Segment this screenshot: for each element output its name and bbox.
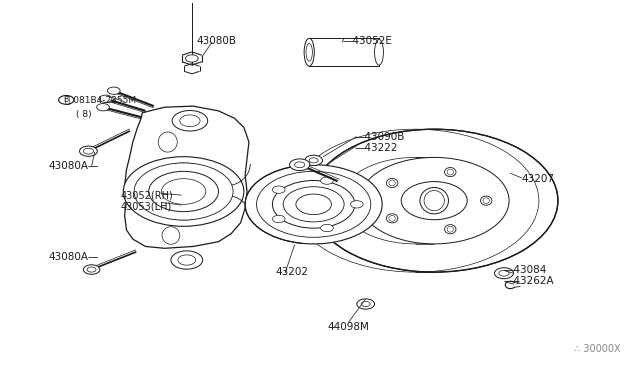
Circle shape: [361, 301, 370, 307]
Circle shape: [296, 194, 332, 215]
Circle shape: [178, 255, 196, 265]
Text: —43222: —43222: [355, 142, 398, 153]
Circle shape: [321, 224, 333, 232]
Text: —43262A: —43262A: [504, 276, 555, 286]
Circle shape: [87, 267, 96, 272]
Text: —43084: —43084: [504, 265, 547, 275]
Ellipse shape: [162, 227, 180, 244]
Text: ( 8): ( 8): [76, 110, 92, 119]
Text: 43080A—: 43080A—: [49, 253, 99, 263]
Circle shape: [180, 115, 200, 126]
Text: 43080A—: 43080A—: [49, 161, 99, 171]
Ellipse shape: [306, 44, 312, 61]
Circle shape: [289, 159, 310, 171]
Circle shape: [273, 215, 285, 222]
Ellipse shape: [158, 132, 177, 152]
Ellipse shape: [304, 38, 314, 66]
Circle shape: [172, 110, 208, 131]
Circle shape: [124, 157, 244, 226]
Circle shape: [495, 268, 513, 279]
Circle shape: [171, 251, 203, 269]
Circle shape: [186, 55, 198, 62]
Text: Ⓑ 081B4-2355M: Ⓑ 081B4-2355M: [65, 95, 136, 105]
Circle shape: [148, 171, 218, 212]
Circle shape: [108, 87, 120, 94]
Ellipse shape: [447, 169, 454, 175]
Text: 44098M: 44098M: [328, 322, 369, 332]
Circle shape: [499, 270, 509, 276]
Ellipse shape: [389, 215, 396, 221]
Text: 43202: 43202: [276, 267, 308, 277]
Circle shape: [245, 165, 382, 244]
Text: 43080B: 43080B: [196, 36, 236, 46]
Ellipse shape: [481, 196, 492, 205]
Ellipse shape: [387, 179, 398, 187]
Circle shape: [97, 103, 109, 111]
Text: 43207: 43207: [522, 174, 555, 184]
Circle shape: [359, 157, 509, 244]
Text: B: B: [63, 95, 68, 105]
Text: 43053(LH): 43053(LH): [120, 201, 172, 211]
Circle shape: [294, 162, 305, 168]
Ellipse shape: [445, 225, 456, 234]
Circle shape: [83, 148, 93, 154]
Ellipse shape: [445, 167, 456, 177]
Text: ∴ 30000X: ∴ 30000X: [574, 344, 620, 354]
Text: 43052(RH): 43052(RH): [120, 190, 173, 200]
Circle shape: [273, 186, 285, 193]
Circle shape: [83, 265, 100, 274]
Circle shape: [161, 179, 206, 204]
Ellipse shape: [387, 214, 398, 223]
Ellipse shape: [447, 226, 454, 232]
Circle shape: [309, 158, 318, 163]
Circle shape: [321, 177, 333, 184]
Circle shape: [273, 180, 355, 228]
Ellipse shape: [142, 163, 225, 220]
Ellipse shape: [389, 180, 396, 186]
Circle shape: [351, 201, 363, 208]
Circle shape: [305, 155, 323, 166]
Circle shape: [284, 187, 344, 222]
Circle shape: [134, 163, 233, 220]
Circle shape: [257, 171, 371, 237]
Circle shape: [356, 299, 374, 309]
Circle shape: [99, 95, 112, 102]
Text: —43090B: —43090B: [355, 132, 405, 141]
Polygon shape: [309, 38, 379, 66]
Polygon shape: [125, 106, 249, 248]
Circle shape: [79, 146, 97, 156]
Circle shape: [401, 182, 467, 220]
Circle shape: [310, 129, 558, 272]
Ellipse shape: [483, 198, 490, 203]
Text: —43052E: —43052E: [342, 36, 392, 46]
Ellipse shape: [420, 187, 449, 214]
Ellipse shape: [374, 39, 383, 65]
Ellipse shape: [424, 190, 444, 211]
